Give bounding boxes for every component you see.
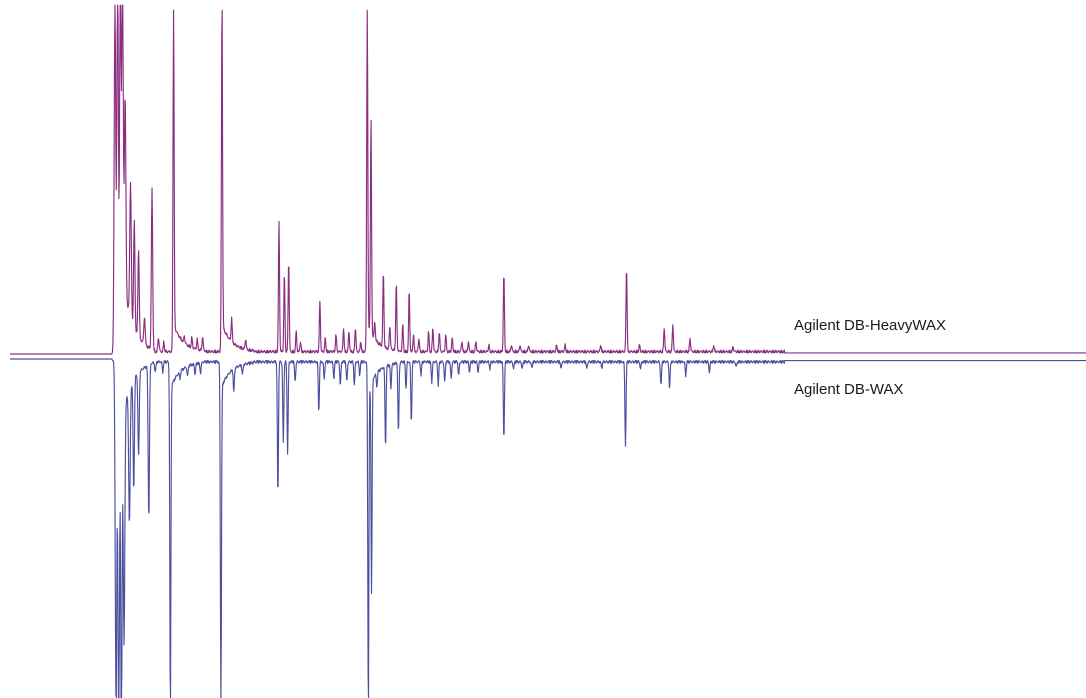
trace-db-heavywax xyxy=(9,4,1086,355)
series-wax-group xyxy=(9,358,1086,698)
series-heavywax-group xyxy=(9,4,1086,355)
trace-db-wax xyxy=(9,358,1086,698)
series-label-db-heavywax: Agilent DB-HeavyWAX xyxy=(794,317,946,334)
series-label-db-wax: Agilent DB-WAX xyxy=(794,381,903,398)
